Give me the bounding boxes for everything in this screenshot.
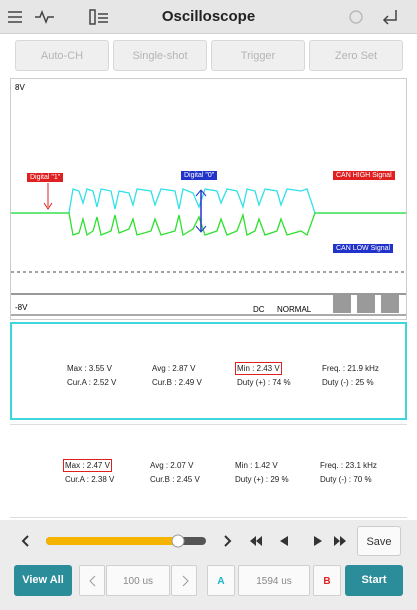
digital-1-label: Digital "1": [27, 173, 64, 182]
measurement: Avg : 2.07 V: [150, 461, 194, 470]
zero-set-button[interactable]: Zero Set: [309, 40, 403, 71]
cursor-a-button[interactable]: A: [207, 565, 235, 596]
coupling: DC: [253, 305, 265, 314]
trigger-button[interactable]: Trigger: [211, 40, 305, 71]
scope-tool-button[interactable]: [357, 295, 375, 313]
cursor-time: 1594 us: [238, 565, 310, 596]
can-low-label: CAN LOW Signal: [333, 244, 394, 253]
auto-ch-button[interactable]: Auto-CH: [15, 40, 109, 71]
waveforms: [11, 183, 406, 316]
fast-forward[interactable]: [334, 536, 340, 546]
scope-tool-button[interactable]: [333, 295, 351, 313]
can-high-wave: [11, 188, 406, 214]
view-all-button[interactable]: View All: [14, 565, 72, 596]
y-bottom-label: -8V: [15, 303, 28, 312]
measurement: Cur.B : 2.45 V: [150, 475, 200, 484]
step-back[interactable]: [280, 536, 288, 546]
measurement: Freq. : 21.9 kHz: [322, 364, 379, 373]
measurement: Duty (+) : 74 %: [237, 378, 291, 387]
scope-tool-button[interactable]: [381, 295, 399, 313]
rewind[interactable]: [256, 536, 262, 546]
digital-0-label: Digital "0": [181, 171, 218, 180]
time-slider[interactable]: [46, 537, 180, 545]
trigger-mode: NORMAL: [277, 305, 312, 314]
scope-display: 8V -8V Digital "1" Digital "0" CAN HIGH …: [10, 78, 407, 320]
y-top-label: 8V: [15, 83, 25, 92]
measurement: Cur.A : 2.52 V: [67, 378, 117, 387]
start-button[interactable]: Start: [345, 565, 403, 596]
top-icons: [8, 9, 397, 25]
measurement: Min : 1.42 V: [235, 461, 278, 470]
time-div: 100 us: [106, 565, 170, 596]
time-up-button[interactable]: [171, 565, 197, 596]
save-button[interactable]: Save: [357, 526, 401, 556]
timeline-controls: [21, 534, 346, 548]
measurement: Duty (-) : 70 %: [320, 475, 372, 484]
app-title: Oscilloscope: [161, 8, 256, 25]
measurement: Min : 2.43 V: [235, 362, 282, 375]
measurement: Cur.B : 2.49 V: [152, 378, 202, 387]
measurement: Duty (-) : 25 %: [322, 378, 374, 387]
can-high-label: CAN HIGH Signal: [333, 171, 395, 180]
measurement: Cur.A : 2.38 V: [65, 475, 115, 484]
single-shot-button[interactable]: Single-shot: [113, 40, 207, 71]
measurement: Freq. : 23.1 kHz: [320, 461, 377, 470]
measurement: Max : 2.47 V: [63, 459, 112, 472]
prev-button[interactable]: [21, 535, 29, 547]
time-down-button[interactable]: [79, 565, 105, 596]
step-forward[interactable]: [314, 536, 322, 546]
can-low-wave: [11, 212, 406, 237]
measure-panel: Max : 2.47 V Avg : 2.07 V Min : 1.42 V Freq…: [10, 424, 407, 518]
measurement: Avg : 2.87 V: [152, 364, 196, 373]
measure-panel: Max : 3.55 V Avg : 2.87 V Min : 2.43 V Freq…: [10, 322, 407, 420]
cursor-b-button[interactable]: B: [313, 565, 341, 596]
top-bar: [0, 0, 417, 34]
next-button[interactable]: [224, 535, 232, 547]
measurement: Duty (+) : 29 %: [235, 475, 289, 484]
measurement: Max : 3.55 V: [67, 364, 112, 373]
